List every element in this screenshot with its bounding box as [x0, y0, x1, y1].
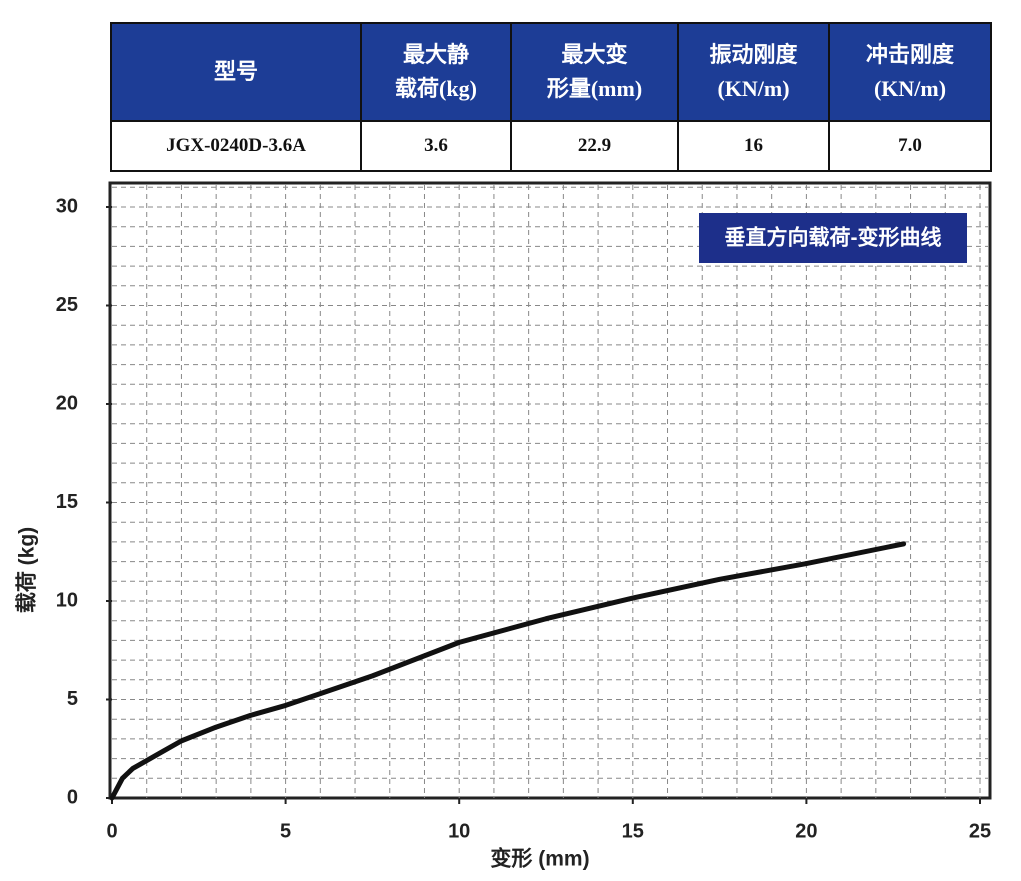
cell: 22.9: [510, 120, 679, 172]
x-axis-label: 变形 (mm): [490, 847, 589, 871]
x-tick-label: 25: [969, 820, 991, 842]
x-tick-label: 20: [795, 820, 817, 842]
load-curve: [109, 541, 907, 801]
y-axis-label: 载荷 (kg): [15, 527, 39, 613]
spec-table: 型号 最大静 载荷(kg) 最大变 形量(mm) 振动刚度 (KN/m) 冲击刚…: [110, 22, 992, 172]
x-tick-label: 5: [280, 820, 291, 842]
y-tick-label: 15: [56, 491, 78, 513]
legend-box: [699, 213, 967, 263]
y-tick-label: 25: [56, 294, 78, 316]
header-cell: 最大变 形量(mm): [510, 22, 679, 122]
y-tick-label: 10: [56, 589, 78, 611]
x-tick-label: 10: [448, 820, 470, 842]
y-tick-label: 30: [56, 195, 78, 217]
header-cell: 最大静 载荷(kg): [360, 22, 512, 122]
cell: 7.0: [828, 120, 992, 172]
x-tick-label: 0: [106, 820, 117, 842]
y-tick-label: 5: [67, 688, 78, 710]
cell: 16: [677, 120, 830, 172]
cell: JGX-0240D-3.6A: [110, 120, 362, 172]
header-cell: 振动刚度 (KN/m): [677, 22, 830, 122]
x-tick-label: 15: [622, 820, 644, 842]
y-tick-label: 0: [67, 786, 78, 808]
data-row: JGX-0240D-3.6A 3.6 22.9 16 7.0: [110, 120, 992, 172]
header-row: 型号 最大静 载荷(kg) 最大变 形量(mm) 振动刚度 (KN/m) 冲击刚…: [110, 22, 992, 122]
plot-frame: [108, 181, 992, 800]
cell: 3.6: [360, 120, 512, 172]
y-tick-label: 20: [56, 392, 78, 414]
header-cell: 冲击刚度 (KN/m): [828, 22, 992, 122]
header-cell: 型号: [110, 22, 362, 122]
legend-title: 垂直方向载荷-变形曲线: [725, 226, 942, 250]
